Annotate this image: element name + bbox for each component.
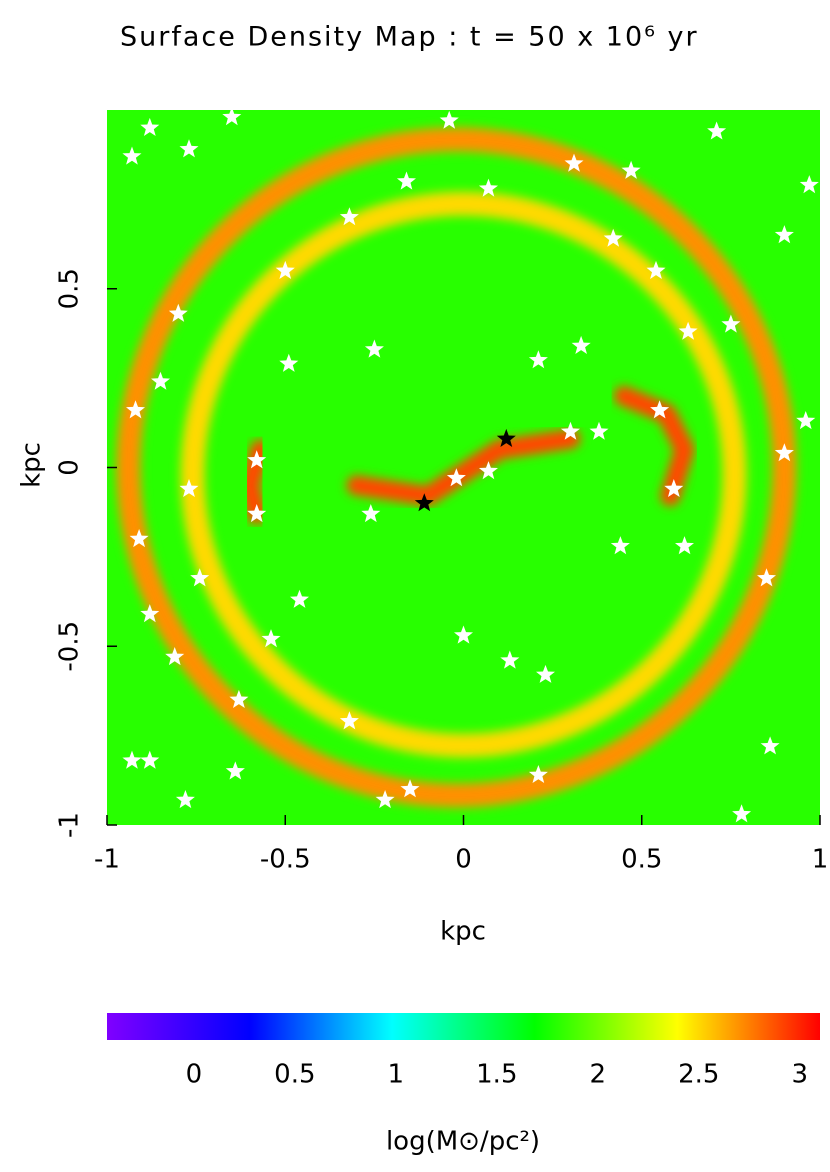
star (621, 160, 641, 179)
star (290, 589, 309, 608)
star (610, 536, 630, 555)
y-tick-label: 0.5 (55, 268, 85, 309)
star (364, 339, 384, 358)
star (560, 421, 580, 440)
star (774, 443, 794, 462)
star (361, 504, 381, 523)
colorbar-tick-label: 1 (388, 1060, 405, 1090)
colorbar (107, 1013, 820, 1040)
star (339, 711, 359, 730)
star (454, 625, 473, 644)
star (603, 228, 623, 247)
marked-star (496, 428, 516, 447)
star (646, 260, 666, 279)
star (478, 461, 498, 480)
star (396, 171, 416, 190)
star (261, 629, 281, 648)
star (247, 504, 267, 523)
star (774, 225, 794, 244)
star (126, 400, 145, 419)
colorbar-tick-label: 3 (792, 1060, 809, 1090)
density-ring (180, 191, 747, 758)
star (721, 314, 741, 333)
star (279, 353, 299, 372)
star (760, 736, 780, 755)
colorbar-tick-label: 1.5 (476, 1060, 517, 1090)
y-tick-label: 0 (55, 459, 85, 476)
star (707, 121, 727, 140)
star (165, 647, 185, 666)
star (589, 421, 609, 440)
x-axis-label: kpc (440, 917, 486, 947)
star (275, 260, 295, 279)
star (439, 110, 459, 129)
chart-title: Surface Density Map : t = 50 x 10⁶ yr (120, 22, 699, 53)
colorbar-tick-label: 0.5 (274, 1060, 315, 1090)
star (122, 146, 142, 165)
star (732, 804, 752, 823)
x-tick-label: -1 (94, 845, 120, 875)
colorbar-label: log(M⊙/pc²) (386, 1127, 540, 1157)
star (122, 750, 142, 769)
star (528, 350, 548, 369)
colorbar-tick-label: 2 (590, 1060, 607, 1090)
marked-star (414, 493, 434, 512)
star (478, 178, 498, 197)
star (140, 750, 160, 769)
star (225, 761, 245, 780)
x-tick-label: 1 (812, 845, 829, 875)
star (799, 175, 819, 194)
y-tick-label: -1 (55, 812, 85, 838)
star (151, 371, 170, 390)
star (168, 303, 188, 322)
star (528, 765, 548, 783)
star (675, 536, 694, 555)
star (400, 779, 420, 798)
star (140, 604, 160, 623)
y-tick-label: -0.5 (55, 621, 85, 672)
star (564, 153, 584, 172)
star (678, 321, 698, 340)
star (229, 689, 249, 708)
plot-area (107, 110, 820, 825)
star (140, 117, 160, 136)
x-tick-label: 0 (455, 845, 472, 875)
star (375, 790, 395, 809)
y-axis-label: kpc (17, 442, 47, 488)
star (796, 411, 816, 430)
x-tick-label: -0.5 (260, 845, 311, 875)
star (129, 529, 149, 548)
star (536, 664, 555, 683)
density-ring (116, 127, 797, 808)
star (339, 207, 359, 226)
star (175, 790, 195, 809)
star (571, 335, 591, 354)
star (222, 110, 242, 126)
colorbar-tick-label: 0 (186, 1060, 203, 1090)
star (650, 400, 670, 419)
density-arm (346, 428, 581, 507)
star (247, 450, 267, 469)
star (757, 568, 776, 587)
star (179, 139, 199, 158)
star (190, 568, 210, 587)
star (446, 468, 466, 487)
star (664, 479, 684, 497)
density-arm (613, 386, 695, 507)
x-tick-label: 0.5 (621, 845, 662, 875)
colorbar-tick-label: 2.5 (678, 1060, 719, 1090)
star (179, 479, 199, 497)
star (500, 650, 520, 669)
